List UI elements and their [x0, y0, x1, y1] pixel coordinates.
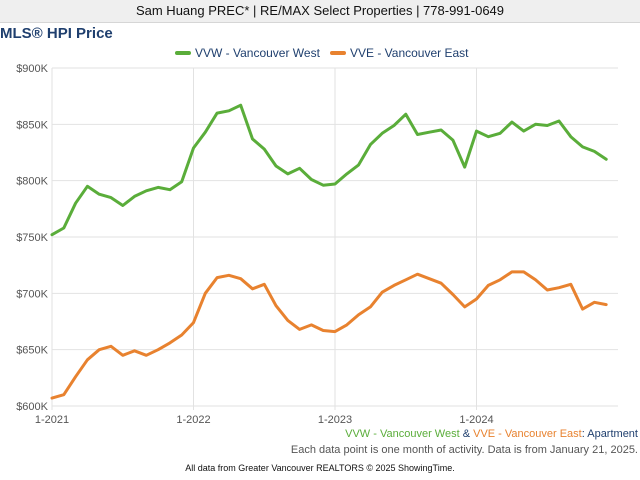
y-tick-label: $600K	[16, 401, 48, 413]
chart-legend: VVW - Vancouver West VVE - Vancouver Eas…	[0, 44, 640, 62]
y-tick-label: $700K	[16, 288, 48, 300]
chart-title: MLS® HPI Price	[0, 25, 113, 42]
x-tick-label: 1-2022	[176, 414, 210, 426]
y-tick-label: $750K	[16, 232, 48, 244]
x-tick-label: 1-2023	[318, 414, 352, 426]
x-tick-label: 1-2021	[35, 414, 69, 426]
legend-swatch-vvw	[175, 51, 191, 55]
data-note: Each data point is one month of activity…	[290, 444, 638, 456]
series-line-vvw[interactable]	[50, 103, 608, 237]
series-line-ve[interactable]	[50, 270, 608, 400]
series-note-amp: &	[459, 428, 474, 440]
y-tick-label: $850K	[16, 119, 48, 131]
series-note-vve: VVE - Vancouver East	[473, 428, 582, 440]
agent-line: Sam Huang PREC* | RE/MAX Select Properti…	[135, 3, 505, 18]
agent-header: Sam Huang PREC* | RE/MAX Select Properti…	[0, 0, 640, 23]
series-note: VVW - Vancouver West & VVE - Vancouver E…	[345, 428, 638, 440]
data-credit: All data from Greater Vancouver REALTORS…	[185, 463, 455, 473]
x-tick-label: 1-2024	[459, 414, 493, 426]
line-chart: $600K $650K $700K $750K $800K $850K $900K 1-202…	[16, 63, 618, 426]
y-tick-label: $650K	[16, 345, 48, 357]
y-tick-label: $800K	[16, 176, 48, 188]
legend-label-vvw[interactable]: VVW - Vancouver West	[195, 46, 320, 60]
y-tick-label: $900K	[16, 63, 48, 75]
legend-swatch-vve	[330, 51, 346, 55]
legend-label-vve[interactable]: VVE - Vancouver East	[350, 46, 469, 60]
series-note-suffix: : Apartment	[581, 428, 638, 440]
series-note-vvw: VVW - Vancouver West	[345, 428, 460, 440]
